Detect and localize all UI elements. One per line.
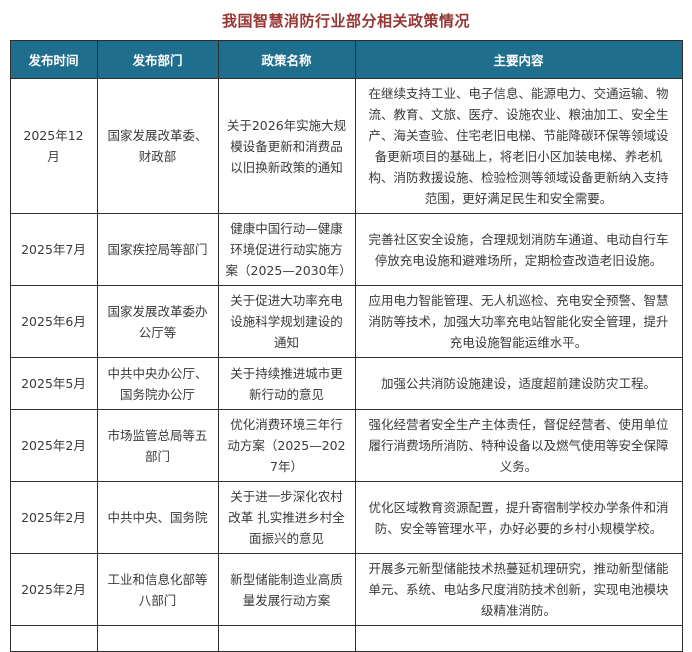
table-row: 2025年7月 国家疾控局等部门 健康中国行动—健康环境促进行动实施方案（202…: [9, 213, 683, 286]
cell-policy: 新型储能制造业高质量发展行动方案: [217, 553, 356, 626]
cell-content: 应用电力智能管理、无人机巡检、充电安全预警、智慧消防等技术，加强大功率充电站智能…: [354, 285, 683, 358]
cell-empty: [354, 625, 683, 652]
cell-date: 2025年6月: [9, 285, 98, 358]
table-row: 2025年2月 工业和信息化部等八部门 新型储能制造业高质量发展行动方案 开展多…: [9, 553, 683, 626]
cell-empty: [217, 625, 356, 652]
table-header-row: 发布时间 发布部门 政策名称 主要内容: [9, 40, 683, 79]
cell-dept: 工业和信息化部等八部门: [96, 553, 219, 626]
cell-content: 开展多元新型储能技术热蔓延机理研究，推动新型储能单元、系统、电站多尺度消防技术创…: [354, 553, 683, 626]
cell-dept: 中共中央办公厅、国务院办公厅: [96, 357, 219, 410]
cell-policy: 关于持续推进城市更新行动的意见: [217, 357, 356, 410]
page-title: 我国智慧消防行业部分相关政策情况: [221, 12, 470, 30]
cell-policy: 健康中国行动—健康环境促进行动实施方案（2025—2030年）: [217, 213, 356, 286]
column-header-date: 发布时间: [9, 40, 98, 79]
cell-empty: [96, 625, 219, 652]
table-row: 2025年12月 国家发展改革委、财政部 关于2026年实施大规模设备更新和消费…: [9, 78, 683, 214]
table-row: 2025年2月 中共中央、国务院 关于进一步深化农村改革 扎实推进乡村全面振兴的…: [9, 481, 683, 554]
cell-dept: 国家发展改革委办公厅等: [96, 285, 219, 358]
cell-date: 2025年2月: [9, 481, 98, 554]
cell-policy: 关于促进大功率充电设施科学规划建设的通知: [217, 285, 356, 358]
cell-content: 加强公共消防设施建设，适度超前建设防灾工程。: [354, 357, 683, 410]
cell-content: 在继续支持工业、电子信息、能源电力、交通运输、物流、教育、文旅、医疗、设施农业、…: [354, 78, 683, 214]
column-header-dept: 发布部门: [96, 40, 219, 79]
cell-dept: 中共中央、国务院: [96, 481, 219, 554]
table-row: 2025年6月 国家发展改革委办公厅等 关于促进大功率充电设施科学规划建设的通知…: [9, 285, 683, 358]
column-header-content: 主要内容: [354, 40, 683, 79]
table-row: 2025年5月 中共中央办公厅、国务院办公厅 关于持续推进城市更新行动的意见 加…: [9, 357, 683, 410]
table-row-partial: [9, 625, 683, 652]
cell-dept: 国家疾控局等部门: [96, 213, 219, 286]
table-body: 2025年12月 国家发展改革委、财政部 关于2026年实施大规模设备更新和消费…: [9, 78, 683, 652]
table-row: 2025年2月 市场监管总局等五部门 优化消费环境三年行动方案（2025—202…: [9, 409, 683, 482]
cell-date: 2025年2月: [9, 553, 98, 626]
column-header-policy: 政策名称: [217, 40, 356, 79]
cell-content: 优化区域教育资源配置，提升寄宿制学校办学条件和消防、安全等管理水平，办好必要的乡…: [354, 481, 683, 554]
cell-policy: 优化消费环境三年行动方案（2025—2027年）: [217, 409, 356, 482]
cell-policy: 关于2026年实施大规模设备更新和消费品以旧换新政策的通知: [217, 78, 356, 214]
cell-date: 2025年2月: [9, 409, 98, 482]
cell-policy: 关于进一步深化农村改革 扎实推进乡村全面振兴的意见: [217, 481, 356, 554]
cell-dept: 国家发展改革委、财政部: [96, 78, 219, 214]
cell-date: 2025年12月: [9, 78, 98, 214]
cell-date: 2025年5月: [9, 357, 98, 410]
policy-table: 发布时间 发布部门 政策名称 主要内容 2025年12月 国家发展改革委、财政部…: [9, 40, 683, 652]
cell-content: 完善社区安全设施，合理规划消防车通道、电动自行车停放充电设施和避难场所，定期检查…: [354, 213, 683, 286]
cell-dept: 市场监管总局等五部门: [96, 409, 219, 482]
cell-empty: [9, 625, 98, 652]
cell-content: 强化经营者安全生产主体责任，督促经营者、使用单位履行消费场所消防、特种设备以及燃…: [354, 409, 683, 482]
cell-date: 2025年7月: [9, 213, 98, 286]
